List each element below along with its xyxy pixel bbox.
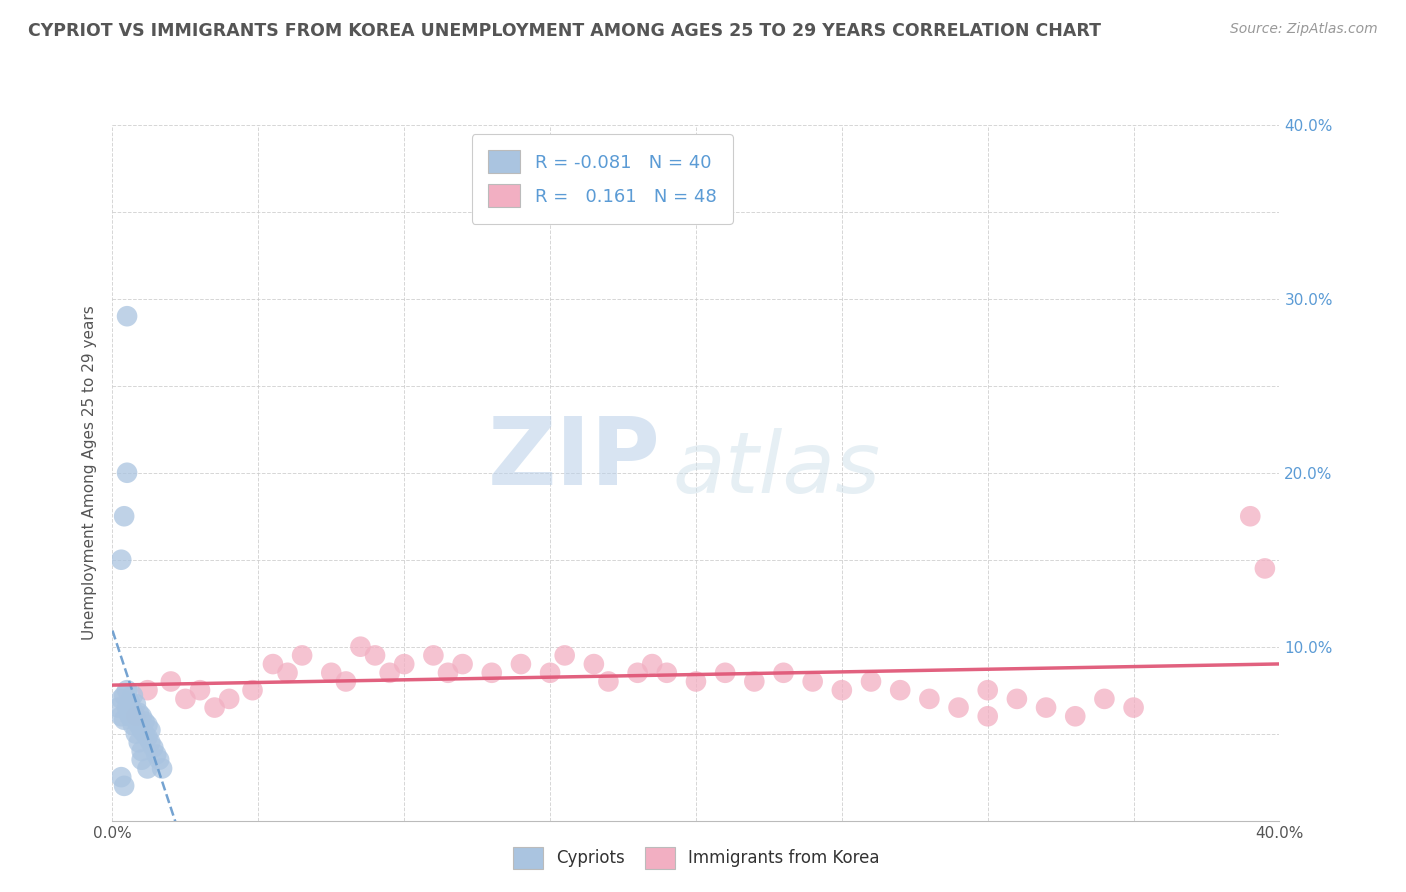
Point: [188, 683, 211, 698]
Point: [131, 723, 153, 738]
Point: [1035, 700, 1057, 714]
Point: [948, 700, 970, 714]
Point: [481, 665, 503, 680]
Point: [110, 709, 132, 723]
Point: [509, 657, 531, 671]
Point: [122, 704, 145, 718]
Point: [1122, 700, 1144, 714]
Point: [976, 709, 998, 723]
Point: [107, 700, 129, 714]
Point: [110, 692, 132, 706]
Point: [772, 665, 794, 680]
Point: [134, 714, 156, 729]
Point: [112, 509, 135, 524]
Point: [538, 665, 561, 680]
Point: [242, 683, 264, 698]
Point: [626, 665, 648, 680]
Point: [125, 697, 148, 711]
Point: [118, 709, 141, 723]
Point: [976, 683, 998, 698]
Point: [1005, 692, 1028, 706]
Point: [131, 709, 153, 723]
Point: [131, 753, 153, 767]
Point: [136, 683, 159, 698]
Point: [262, 657, 284, 671]
Point: [1064, 709, 1087, 723]
Point: [321, 665, 343, 680]
Point: [451, 657, 474, 671]
Point: [134, 726, 156, 740]
Point: [160, 674, 183, 689]
Point: [859, 674, 883, 689]
Point: [128, 735, 150, 749]
Point: [598, 674, 620, 689]
Point: [128, 706, 150, 720]
Point: [112, 779, 135, 793]
Point: [128, 718, 150, 732]
Point: [1239, 509, 1261, 524]
Point: [125, 713, 148, 727]
Text: CYPRIOT VS IMMIGRANTS FROM KOREA UNEMPLOYMENT AMONG AGES 25 TO 29 YEARS CORRELAT: CYPRIOT VS IMMIGRANTS FROM KOREA UNEMPLO…: [28, 22, 1101, 40]
Point: [110, 552, 132, 567]
Point: [364, 648, 387, 663]
Point: [115, 310, 138, 324]
Y-axis label: Unemployment Among Ages 25 to 29 years: Unemployment Among Ages 25 to 29 years: [82, 305, 97, 640]
Point: [112, 713, 135, 727]
Point: [115, 466, 138, 480]
Point: [335, 674, 357, 689]
Point: [131, 744, 153, 758]
Point: [145, 747, 167, 762]
Point: [349, 640, 371, 654]
Point: [918, 692, 941, 706]
Point: [115, 700, 138, 714]
Point: [378, 665, 401, 680]
Legend: Cypriots, Immigrants from Korea: Cypriots, Immigrants from Korea: [499, 834, 893, 882]
Point: [582, 657, 605, 671]
Point: [742, 674, 765, 689]
Point: [122, 689, 145, 703]
Point: [437, 665, 460, 680]
Text: ZIP: ZIP: [488, 413, 661, 505]
Text: Source: ZipAtlas.com: Source: ZipAtlas.com: [1230, 22, 1378, 37]
Point: [889, 683, 911, 698]
Point: [291, 648, 314, 663]
Point: [1254, 561, 1277, 575]
Point: [115, 683, 138, 698]
Point: [554, 648, 576, 663]
Point: [136, 730, 159, 744]
Point: [392, 657, 416, 671]
Point: [174, 692, 197, 706]
Point: [148, 753, 170, 767]
Point: [125, 709, 148, 723]
Point: [641, 657, 664, 671]
Point: [112, 689, 135, 703]
Point: [122, 718, 145, 732]
Point: [139, 735, 162, 749]
Point: [1092, 692, 1115, 706]
Point: [218, 692, 240, 706]
Point: [685, 674, 707, 689]
Point: [118, 695, 141, 709]
Point: [276, 665, 298, 680]
Point: [139, 723, 162, 738]
Point: [142, 740, 165, 755]
Point: [118, 709, 141, 723]
Point: [655, 665, 678, 680]
Point: [422, 648, 444, 663]
Point: [831, 683, 853, 698]
Point: [136, 761, 159, 775]
Point: [714, 665, 737, 680]
Point: [136, 718, 159, 732]
Point: [110, 770, 132, 784]
Point: [204, 700, 226, 714]
Point: [125, 726, 148, 740]
Text: atlas: atlas: [672, 428, 880, 511]
Point: [150, 761, 173, 775]
Point: [801, 674, 824, 689]
